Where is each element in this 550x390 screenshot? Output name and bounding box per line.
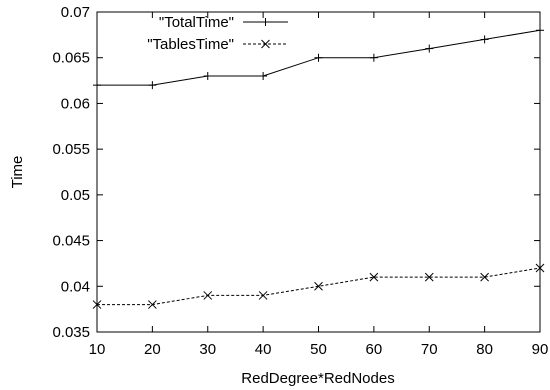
data-point: [148, 300, 157, 309]
data-point: [535, 263, 545, 273]
data-point: [203, 291, 213, 300]
axis-ticks: 0.035 0.04 0.045 0.05 0.055 0.06 0.065 0.07 10 20…: [52, 4, 548, 358]
x-axis-label: RedDegree*RedNodes: [241, 370, 394, 387]
y-axis-label: Time: [9, 156, 26, 189]
data-point: [148, 81, 157, 90]
data-point: [424, 272, 434, 282]
data-point: [314, 53, 323, 62]
data-point: [480, 35, 489, 44]
series-layer: [92, 26, 545, 309]
data-point: [369, 53, 378, 62]
series-tablestime: [92, 263, 545, 309]
y-tick-label: 0.04: [61, 278, 90, 295]
legend-label: "TotalTime": [159, 14, 234, 31]
y-tick-label: 0.035: [52, 324, 90, 341]
y-tick-label: 0.045: [52, 233, 90, 250]
data-point: [258, 291, 268, 300]
legend-marker: [261, 39, 270, 49]
x-tick-label: 40: [255, 341, 272, 358]
y-tick-label: 0.07: [61, 4, 90, 21]
y-tick-label: 0.065: [52, 50, 90, 67]
data-point: [425, 44, 434, 53]
data-point: [536, 26, 544, 35]
y-tick-label: 0.055: [52, 141, 90, 158]
x-tick-label: 90: [532, 341, 549, 358]
data-point: [93, 81, 101, 90]
series-line: [97, 267, 541, 306]
y-tick-label: 0.05: [61, 187, 90, 204]
legend-marker: [261, 18, 270, 26]
x-tick-label: 30: [199, 341, 216, 358]
x-tick-label: 20: [144, 341, 161, 358]
x-tick-label: 70: [421, 341, 438, 358]
data-point: [92, 300, 102, 309]
data-point: [259, 72, 268, 80]
x-tick-label: 50: [310, 341, 327, 358]
x-tick-label: 80: [476, 341, 493, 358]
x-tick-label: 60: [366, 341, 383, 358]
data-point: [314, 281, 323, 291]
legend-label: "TablesTime": [147, 36, 234, 53]
legend: "TotalTime" "TablesTime": [147, 14, 288, 53]
data-point: [480, 272, 489, 282]
series-totaltime: [93, 26, 544, 90]
x-tick-label: 10: [89, 341, 106, 358]
data-point: [203, 72, 212, 80]
y-tick-label: 0.06: [61, 95, 90, 112]
data-point: [369, 272, 379, 282]
